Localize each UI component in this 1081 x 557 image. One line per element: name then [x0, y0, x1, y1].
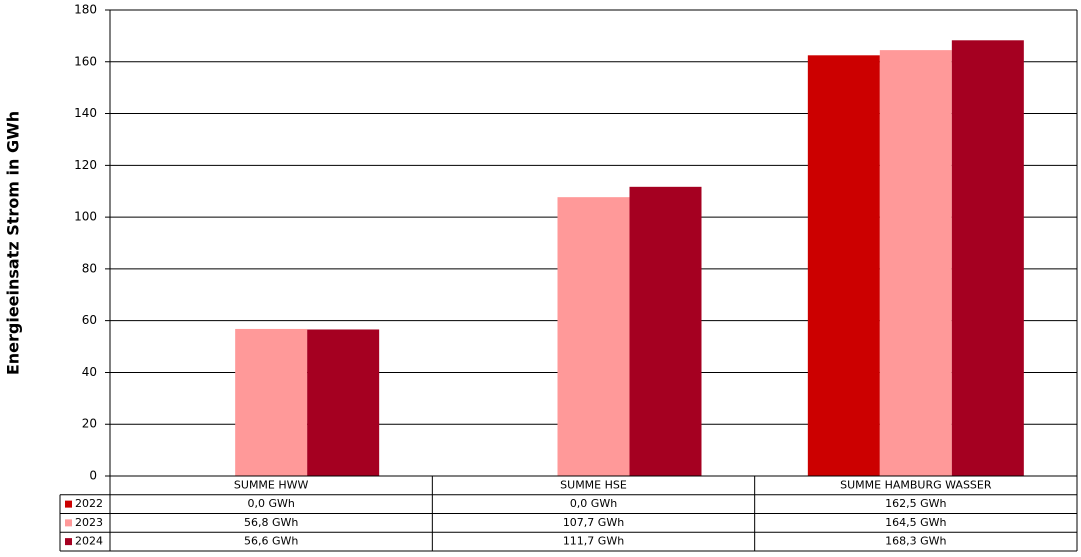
legend-label: 2024	[75, 535, 103, 548]
table-value: 107,7 GWh	[563, 516, 624, 529]
bar	[629, 186, 702, 476]
x-tick-label: SUMME HAMBURG WASSER	[840, 478, 992, 491]
table-value: 168,3 GWh	[885, 535, 946, 548]
y-tick-label: 100	[74, 210, 97, 224]
table-value: 56,6 GWh	[244, 535, 298, 548]
bar	[807, 55, 880, 477]
y-tick-label: 80	[82, 261, 97, 275]
y-tick-label: 60	[82, 313, 97, 327]
table-value: 0,0 GWh	[570, 497, 617, 510]
y-tick-label: 160	[74, 54, 97, 68]
y-tick-label: 20	[82, 417, 97, 431]
legend-swatch	[65, 500, 72, 508]
table-value: 56,8 GWh	[244, 516, 298, 529]
bar	[951, 40, 1024, 476]
y-tick-label: 120	[74, 158, 97, 172]
x-tick-label: SUMME HWW	[234, 478, 309, 491]
x-tick-label: SUMME HSE	[560, 478, 627, 491]
bar	[557, 197, 630, 476]
legend-label: 2023	[75, 516, 103, 529]
table-value: 111,7 GWh	[563, 535, 624, 548]
y-tick-label: 40	[82, 365, 97, 379]
bar	[235, 328, 308, 476]
y-tick-label: 180	[74, 3, 97, 17]
bar	[307, 329, 380, 476]
bar	[879, 50, 952, 476]
y-tick-label: 140	[74, 106, 97, 120]
table-value: 164,5 GWh	[885, 516, 946, 529]
y-axis-label: Energieeinsatz Strom in GWh	[4, 111, 23, 375]
legend-label: 2022	[75, 497, 103, 510]
legend-swatch	[65, 519, 72, 527]
y-tick-label: 0	[89, 469, 97, 483]
table-value: 162,5 GWh	[885, 497, 946, 510]
table-value: 0,0 GWh	[247, 497, 294, 510]
legend-swatch	[65, 538, 72, 546]
